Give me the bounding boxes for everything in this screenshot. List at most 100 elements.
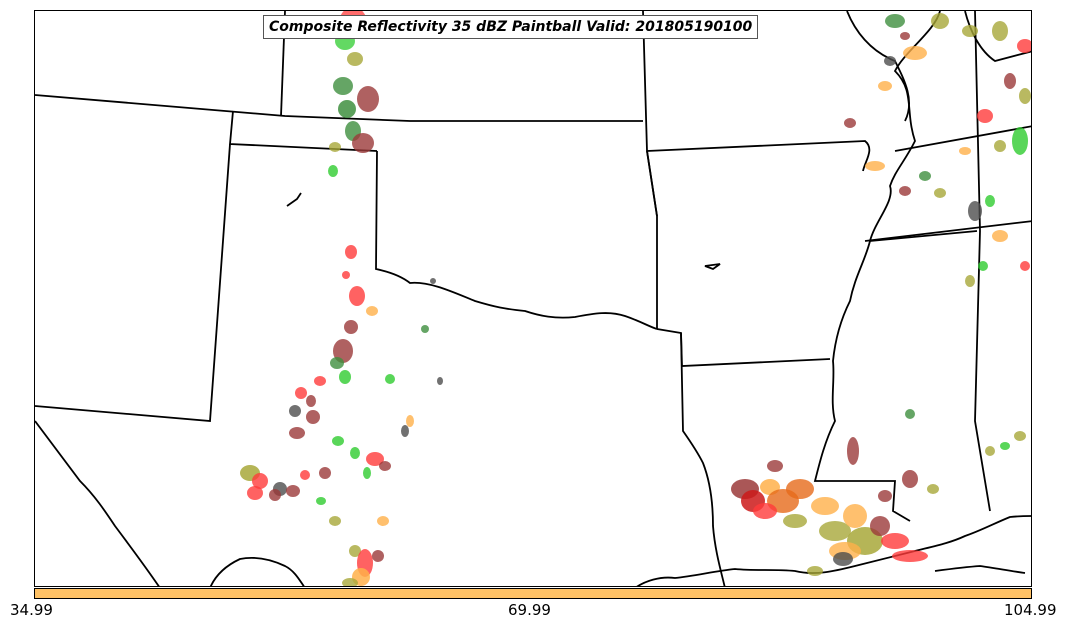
border-tx-la	[680, 332, 726, 586]
reflectivity-blob	[295, 387, 307, 399]
reflectivity-blob	[289, 427, 305, 439]
state-boundaries	[35, 11, 1031, 586]
reflectivity-blob	[328, 165, 338, 177]
colorbar-tick-label: 34.99	[10, 601, 53, 619]
reflectivity-blob	[968, 201, 982, 221]
reflectivity-blob	[269, 489, 281, 501]
reflectivity-blob	[1019, 88, 1031, 104]
gulf-coast-tx-south	[209, 556, 305, 586]
reflectivity-blob	[319, 467, 331, 479]
reflectivity-blob	[339, 370, 351, 384]
border-ia-mo	[846, 11, 910, 122]
reflectivity-blob	[892, 550, 928, 562]
reflectivity-blob	[342, 271, 350, 279]
border-ok-panhandle	[375, 150, 658, 330]
reflectivity-blob	[881, 533, 909, 549]
border-nm-tx	[35, 143, 231, 422]
reflectivity-blob	[1004, 73, 1016, 89]
border-east	[964, 11, 1031, 62]
border-ar-la-north	[656, 328, 831, 367]
reflectivity-blob	[329, 142, 341, 152]
gulf-coast-la	[636, 515, 1031, 586]
reflectivity-blob	[349, 286, 365, 306]
reflectivity-blob	[844, 118, 856, 128]
reflectivity-blob	[992, 21, 1008, 41]
reflectivity-blob	[1000, 442, 1010, 450]
reflectivity-blob	[985, 195, 995, 207]
colorbar-tick-label: 69.99	[508, 601, 551, 619]
reflectivity-blob	[878, 490, 892, 502]
border-co-ks	[35, 94, 643, 122]
reflectivity-blob	[363, 467, 371, 479]
reflectivity-blob	[329, 516, 341, 526]
reflectivity-blob	[349, 545, 361, 557]
reflectivity-blob	[406, 415, 414, 427]
reflectivity-blob	[437, 377, 443, 385]
reflectivity-blob	[289, 405, 301, 417]
map-canvas	[35, 11, 1031, 586]
border-ms-tn	[869, 230, 978, 242]
reflectivity-blob	[865, 161, 885, 171]
reflectivity-blob	[783, 514, 807, 528]
reflectivity-blob	[1012, 127, 1028, 155]
lake-nm	[286, 192, 302, 207]
reflectivity-paintballs	[240, 11, 1031, 586]
reflectivity-blob	[902, 470, 918, 488]
reflectivity-blob	[965, 275, 975, 287]
reflectivity-blob	[377, 516, 389, 526]
reflectivity-blob	[786, 479, 814, 499]
reflectivity-blob	[333, 339, 353, 363]
reflectivity-blob	[338, 100, 356, 118]
reflectivity-blob	[306, 410, 320, 424]
reflectivity-blob	[978, 261, 988, 271]
reflectivity-blob	[992, 230, 1008, 242]
reflectivity-blob	[977, 109, 993, 123]
reflectivity-blob	[314, 376, 326, 386]
reflectivity-blob	[366, 452, 384, 466]
reflectivity-blob	[352, 133, 374, 153]
reflectivity-blob	[350, 447, 360, 459]
reflectivity-blob	[985, 446, 995, 456]
reflectivity-blob	[252, 473, 268, 489]
reflectivity-blob	[366, 306, 378, 316]
reflectivity-blob	[333, 77, 353, 95]
map-title: Composite Reflectivity 35 dBZ Paintball …	[263, 15, 759, 39]
reflectivity-blob	[347, 52, 363, 66]
reflectivity-blob	[1017, 39, 1031, 53]
colorbar-tick-label: 104.99	[1004, 601, 1057, 619]
reflectivity-blob	[316, 497, 326, 505]
reflectivity-blob	[247, 486, 263, 500]
reflectivity-blob	[919, 171, 931, 181]
reflectivity-blob	[833, 552, 853, 566]
reflectivity-blob	[357, 86, 379, 112]
reflectivity-blob	[807, 566, 823, 576]
border-mo-ar	[646, 150, 658, 217]
reflectivity-blob	[753, 503, 777, 519]
reflectivity-blob	[372, 550, 384, 562]
reflectivity-blob	[959, 147, 971, 155]
reflectivity-blob	[878, 81, 892, 91]
border-ks-mo	[646, 140, 871, 172]
reflectivity-blob	[300, 470, 310, 480]
reflectivity-blob	[905, 409, 915, 419]
border-ky-tn	[894, 125, 1031, 152]
reflectivity-blob	[342, 578, 358, 586]
reflectivity-blob	[811, 497, 839, 515]
reflectivity-blob	[934, 188, 946, 198]
reflectivity-blob	[1020, 261, 1030, 271]
reflectivity-blob	[430, 278, 436, 284]
reflectivity-blob	[884, 56, 896, 66]
reflectivity-blob	[330, 357, 344, 369]
reflectivity-blob	[927, 484, 939, 494]
reflectivity-blob	[421, 325, 429, 333]
mississippi-river	[813, 11, 941, 522]
reflectivity-blob	[885, 14, 905, 28]
reflectivity-blob	[401, 425, 409, 437]
border-ms-al	[974, 11, 991, 512]
colorbar	[34, 588, 1032, 599]
reflectivity-blob	[994, 140, 1006, 152]
gulf-coast-fl	[934, 565, 1026, 574]
reflectivity-blob	[903, 46, 927, 60]
reflectivity-blob	[843, 504, 867, 528]
lake-ok	[704, 263, 721, 271]
